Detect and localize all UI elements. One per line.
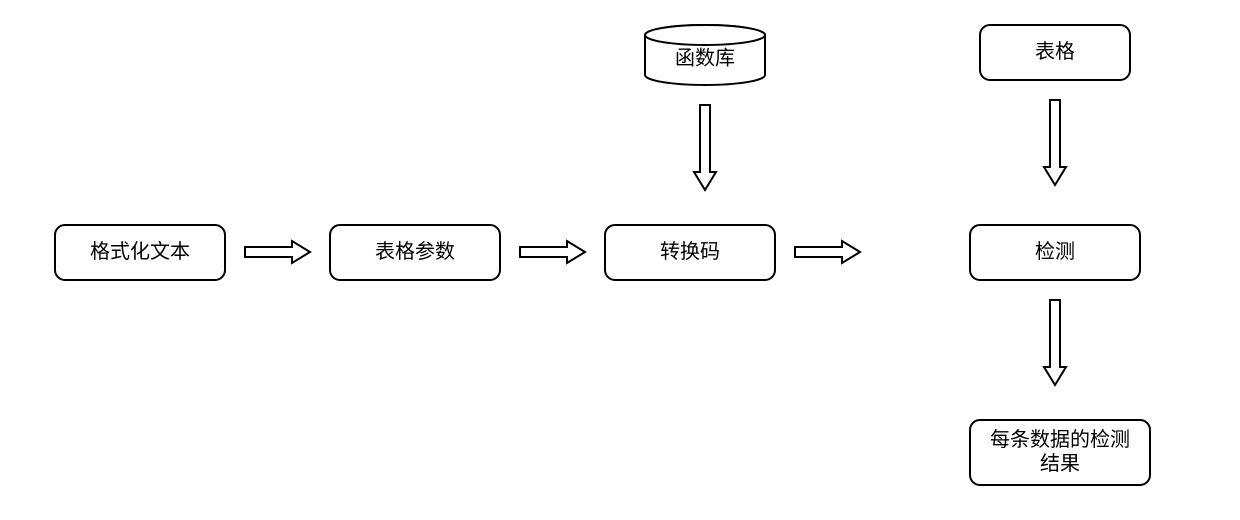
arrow-n5-to-n3 (694, 105, 716, 190)
node-n6: 表格 (980, 25, 1130, 80)
node-label: 检测 (1035, 240, 1075, 263)
node-n7: 每条数据的检测结果 (970, 420, 1150, 485)
node-n2: 表格参数 (330, 225, 500, 280)
arrow-n1-to-n2 (245, 241, 310, 263)
arrow-n2-to-n3 (520, 241, 585, 263)
node-label: 表格 (1035, 40, 1075, 63)
node-label: 函数库 (675, 47, 735, 70)
node-label: 格式化文本 (90, 240, 190, 263)
arrow-n4-to-n7 (1044, 300, 1066, 385)
node-n3: 转换码 (605, 225, 775, 280)
node-label: 转换码 (660, 240, 720, 263)
arrow-n3-to-n4 (795, 241, 860, 263)
node-n5: 函数库 (645, 25, 765, 85)
node-label: 每条数据的检测 (990, 428, 1130, 451)
arrow-n6-to-n4 (1044, 100, 1066, 185)
node-n1: 格式化文本 (55, 225, 225, 280)
node-label-line2: 结果 (1040, 452, 1080, 475)
node-n4: 检测 (970, 225, 1140, 280)
node-label: 表格参数 (375, 240, 455, 263)
